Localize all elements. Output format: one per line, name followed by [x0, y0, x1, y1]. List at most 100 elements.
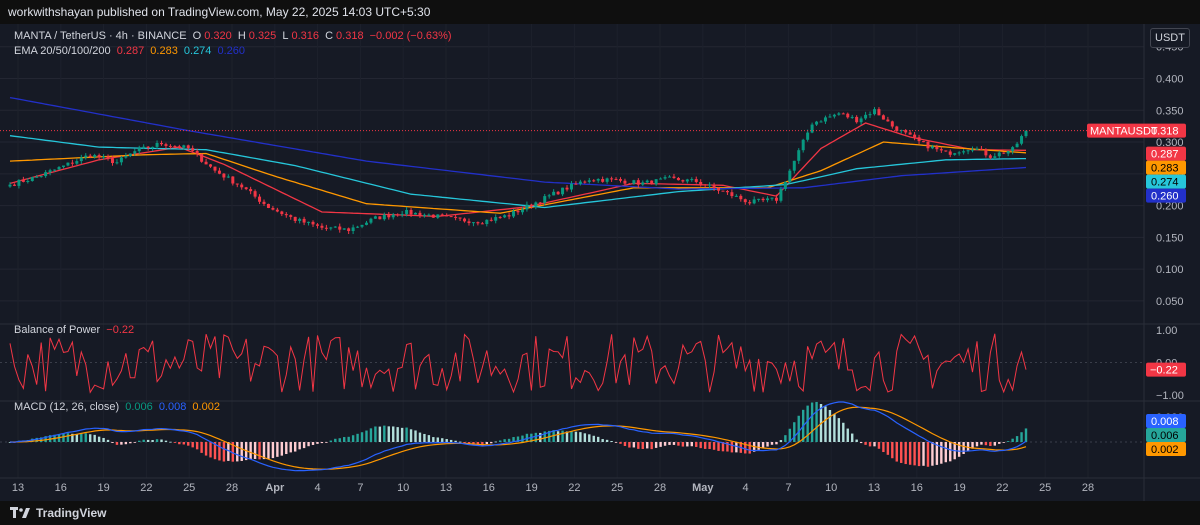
- candle-body: [409, 209, 413, 215]
- ema100-value: 0.274: [183, 45, 212, 57]
- macd-label[interactable]: MACD (12, 26, close): [14, 401, 120, 413]
- candle-body: [79, 157, 83, 162]
- macd-histogram-bar: [307, 442, 310, 447]
- y-tick-label: 0.150: [1156, 232, 1184, 244]
- macd-histogram-bar: [1020, 432, 1023, 442]
- macd-histogram-bar: [423, 433, 426, 442]
- candle-body: [930, 146, 934, 149]
- main-legend: MANTA / TetherUS · 4h · BINANCE O 0.320 H…: [14, 30, 455, 42]
- macd-histogram-bar: [169, 441, 172, 443]
- bop-legend: Balance of Power −0.22: [14, 324, 137, 336]
- publisher-line: workwithshayan published on TradingView.…: [8, 5, 431, 19]
- macd-histogram-bar: [106, 439, 110, 442]
- bop-label[interactable]: Balance of Power: [14, 324, 101, 336]
- candle-body: [320, 225, 324, 228]
- macd-histogram-bar: [392, 426, 395, 442]
- macd-legend: MACD (12, 26, close) 0.006 0.008 0.002: [14, 401, 223, 413]
- ema200-tag-bg: [1146, 188, 1186, 203]
- candle-body: [650, 180, 654, 185]
- macd-histogram-bar: [298, 442, 301, 450]
- macd-histogram-bar: [338, 438, 341, 442]
- ema-label[interactable]: EMA 20/50/100/200: [14, 45, 111, 57]
- macd-signal-tag: 0.008: [1151, 416, 1179, 428]
- macd-histogram-bar: [980, 442, 983, 445]
- macd-histogram-bar: [703, 442, 707, 449]
- candle-body: [846, 113, 850, 118]
- candle-body: [810, 124, 814, 133]
- macd-histogram-bar: [494, 441, 497, 443]
- macd-histogram-bar: [289, 442, 292, 453]
- macd-histogram-bar: [975, 442, 979, 447]
- candle-body: [543, 196, 547, 203]
- candle-body: [797, 150, 801, 161]
- candle-body: [708, 184, 712, 186]
- macd-histogram-bar: [686, 442, 689, 447]
- candle-body: [935, 146, 939, 150]
- macd-histogram-bar: [565, 431, 569, 442]
- macd-histogram-bar: [249, 442, 252, 460]
- candle-body: [298, 218, 302, 221]
- macd-histogram-bar: [570, 431, 573, 442]
- macd-histogram-bar: [534, 432, 538, 442]
- macd-histogram-bar: [717, 442, 720, 451]
- macd-histogram-bar: [641, 442, 644, 449]
- symbol-title[interactable]: MANTA / TetherUS · 4h · BINANCE: [14, 30, 187, 42]
- candle-body: [102, 156, 106, 158]
- macd-histogram-bar: [788, 428, 792, 442]
- candle-body: [993, 156, 997, 158]
- candle-body: [574, 183, 578, 185]
- currency-button[interactable]: USDT: [1150, 28, 1190, 48]
- macd-histogram-bar: [115, 442, 119, 445]
- candle-body: [66, 162, 70, 166]
- macd-histogram-bar: [957, 442, 961, 457]
- macd-histogram-bar: [285, 442, 288, 455]
- macd-histogram-bar: [1006, 441, 1010, 442]
- candle-body: [966, 150, 970, 152]
- chart-area[interactable]: 0.4500.4000.3500.3000.2500.2000.1500.100…: [0, 24, 1200, 501]
- macd-histogram-bar: [944, 442, 947, 463]
- tradingview-logo[interactable]: TradingView: [10, 506, 106, 520]
- chart-svg[interactable]: 0.4500.4000.3500.3000.2500.2000.1500.100…: [0, 24, 1200, 501]
- candle-body: [333, 226, 337, 228]
- candle-body: [405, 209, 409, 215]
- candle-body: [681, 180, 685, 182]
- candle-body: [601, 179, 605, 182]
- macd-histogram-bar: [142, 439, 145, 442]
- macd-histogram-bar: [601, 439, 604, 442]
- macd-histogram-bar: [102, 437, 105, 442]
- macd-histogram-bar: [369, 428, 373, 442]
- candle-body: [971, 149, 975, 151]
- macd-histogram-bar: [120, 442, 123, 445]
- candle-body: [106, 156, 110, 159]
- candle-body: [837, 113, 841, 115]
- candle-body: [21, 179, 25, 182]
- macd-histogram-bar: [507, 438, 511, 442]
- macd-histogram-bar: [539, 432, 542, 442]
- y-tick-label: 0.400: [1156, 73, 1184, 85]
- candle-body: [1011, 147, 1015, 152]
- macd-histogram-bar: [178, 442, 181, 445]
- macd-histogram-bar: [432, 437, 435, 442]
- macd-histogram-bar: [984, 442, 988, 446]
- macd-signal-tag-bg: [1146, 414, 1186, 428]
- candle-body: [378, 216, 382, 220]
- candle-body: [717, 187, 721, 191]
- macd-histogram-bar: [227, 442, 230, 461]
- candle-body: [739, 195, 743, 200]
- macd-histogram-bar: [775, 442, 778, 445]
- macd-histogram-bar: [597, 436, 600, 442]
- macd-histogram-bar: [561, 430, 564, 442]
- macd-histogram-bar: [191, 442, 194, 448]
- candle-body: [324, 227, 328, 229]
- macd-histogram-bar: [222, 442, 226, 462]
- macd-histogram-bar: [84, 433, 87, 442]
- candle-body: [164, 144, 168, 146]
- candle-body: [503, 215, 507, 218]
- candle-body: [209, 164, 213, 167]
- macd-histogram-bar: [129, 442, 132, 444]
- macd-histogram-bar: [187, 442, 190, 446]
- candle-body: [1002, 152, 1006, 154]
- x-tick-label: May: [692, 482, 714, 494]
- bop-y-tick: 1.00: [1156, 325, 1177, 337]
- candle-body: [556, 191, 560, 195]
